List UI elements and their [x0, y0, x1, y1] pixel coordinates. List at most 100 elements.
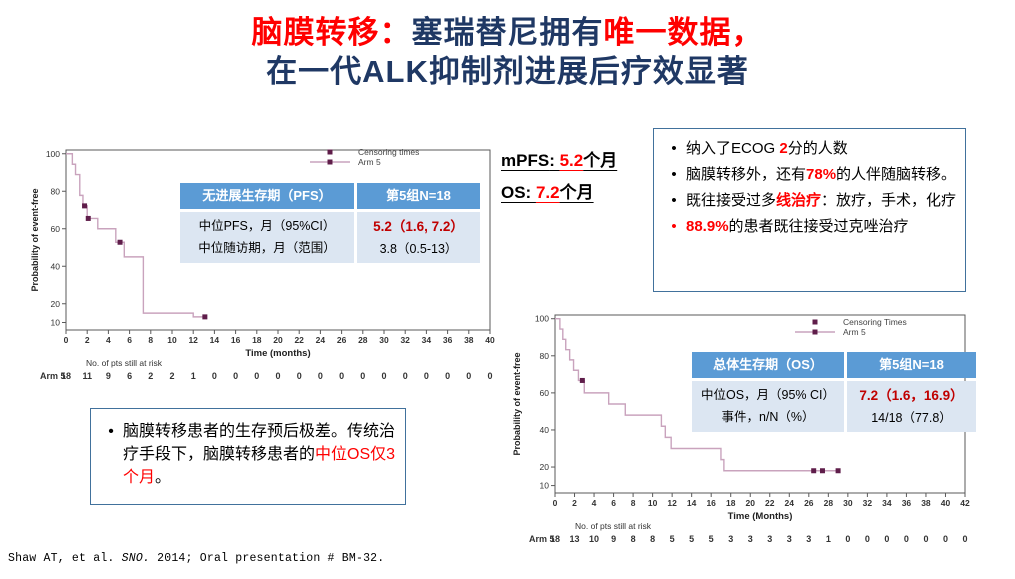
text-segment: 分的人数: [787, 140, 848, 157]
bullet-text: 脑膜转移患者的生存预后极差。传统治疗手段下，脑膜转移患者的中位OS仅3个月。: [123, 420, 397, 490]
table-row-label: 中位OS，月（95% CI）: [700, 388, 836, 403]
slide-title: 脑膜转移：塞瑞替尼拥有唯一数据， 在一代ALK抑制剂进展后疗效显著: [0, 14, 1015, 92]
svg-text:0: 0: [884, 534, 889, 544]
text-segment: mPFS: [501, 151, 550, 170]
text-segment: ：放疗，手术，化疗: [821, 192, 957, 209]
svg-text:3: 3: [767, 534, 772, 544]
svg-text:6: 6: [611, 498, 616, 508]
svg-text:26: 26: [804, 498, 814, 508]
svg-text:40: 40: [540, 425, 550, 435]
svg-text:1: 1: [826, 534, 831, 544]
svg-text:36: 36: [902, 498, 912, 508]
text-segment: SNO.: [121, 552, 151, 565]
text-segment: :: [549, 151, 560, 170]
svg-text:0: 0: [962, 534, 967, 544]
table-header-cell: 总体生存期（OS）: [692, 352, 844, 378]
table-label-column: 中位PFS，月（95%CI） 中位随访期，月（范围）: [180, 211, 354, 264]
text-segment: 88.9%: [686, 218, 729, 235]
censor-marker-icon: [85, 215, 91, 221]
os-km-chart: 100 80 60 40 20 10 0 2 4 6 8 10 12 14 16 18 20 22 24 26 28 30…: [510, 305, 1010, 555]
svg-text:38: 38: [464, 335, 474, 345]
svg-text:28: 28: [358, 335, 368, 345]
bullet-marker-icon: •: [671, 166, 677, 183]
table-row-value: 3.8（0.5-13）: [379, 242, 458, 257]
svg-text:0: 0: [275, 371, 280, 381]
text-segment: 既往接受过多: [686, 192, 777, 209]
text-segment: 纳入了ECOG: [686, 140, 780, 157]
svg-text:20: 20: [273, 335, 283, 345]
text-segment: 塞瑞替尼拥有: [411, 15, 604, 50]
svg-text:32: 32: [400, 335, 410, 345]
svg-text:34: 34: [422, 335, 432, 345]
table-header-cell: 第5组N=18: [847, 352, 976, 378]
censor-marker-icon: [202, 314, 208, 320]
svg-text:3: 3: [806, 534, 811, 544]
svg-text:9: 9: [611, 534, 616, 544]
text-segment: 的患者既往接受过克唑治疗: [728, 218, 909, 235]
censor-marker-icon: [82, 203, 88, 209]
svg-text:0: 0: [865, 534, 870, 544]
bullet-item: • 脑膜转移患者的生存预后极差。传统治疗手段下，脑膜转移患者的中位OS仅3个月。: [99, 420, 397, 490]
text-segment: 脑膜转移：: [251, 15, 412, 50]
pfs-table: 无进展生存期（PFS） 第5组N=18 中位PFS，月（95%CI） 中位随访期，月（…: [180, 183, 480, 264]
svg-text:42: 42: [960, 498, 970, 508]
svg-text:14: 14: [687, 498, 697, 508]
svg-text:11: 11: [82, 371, 92, 381]
svg-text:38: 38: [921, 498, 931, 508]
svg-text:18: 18: [61, 371, 71, 381]
svg-text:2: 2: [169, 371, 174, 381]
svg-text:0: 0: [233, 371, 238, 381]
svg-text:28: 28: [824, 498, 834, 508]
prognosis-note-box: • 脑膜转移患者的生存预后极差。传统治疗手段下，脑膜转移患者的中位OS仅3个月。: [90, 408, 406, 505]
svg-text:8: 8: [631, 498, 636, 508]
bullet-text: 脑膜转移外，还有78%的人伴随脑转移。: [686, 164, 957, 185]
svg-text:16: 16: [231, 335, 241, 345]
table-row-label: 事件，n/N（%）: [721, 410, 815, 425]
text-segment: 5.2: [559, 151, 584, 170]
bullet-marker-icon: •: [671, 218, 677, 235]
svg-text:0: 0: [403, 371, 408, 381]
text-segment: 7.2: [535, 183, 560, 202]
svg-text:20: 20: [51, 299, 61, 309]
text-segment: 在一代ALK抑制剂进展后疗效显著: [266, 53, 749, 89]
svg-text:Probability of event-free: Probability of event-free: [512, 352, 522, 455]
svg-text:12: 12: [188, 335, 198, 345]
svg-text:No. of pts still at risk: No. of pts still at risk: [86, 358, 163, 368]
bullet-item: • 纳入了ECOG 2分的人数: [662, 138, 957, 159]
svg-text:34: 34: [882, 498, 892, 508]
svg-text:32: 32: [863, 498, 873, 508]
text-segment: 脑膜转移外，还有: [686, 166, 807, 183]
title-line-1: 脑膜转移：塞瑞替尼拥有唯一数据，: [0, 14, 1015, 53]
table-value-column: 5.2（1.6, 7.2） 3.8（0.5-13）: [357, 211, 480, 264]
svg-text:0: 0: [923, 534, 928, 544]
pfs-km-chart: 100 80 60 40 20 10 0 2 4 6 8 10 12 14 16 18 20 22 24 26 28 30…: [28, 138, 498, 388]
svg-text:22: 22: [294, 335, 304, 345]
svg-text:26: 26: [337, 335, 347, 345]
bullet-marker-icon: •: [108, 423, 114, 440]
bullet-text: 88.9%的患者既往接受过克唑治疗: [686, 216, 957, 237]
km-curve: [66, 153, 205, 318]
svg-text:3: 3: [748, 534, 753, 544]
svg-text:10: 10: [589, 534, 599, 544]
svg-text:Arm 5: Arm 5: [529, 534, 555, 544]
svg-text:6: 6: [127, 371, 132, 381]
table-label-column: 中位OS，月（95% CI） 事件，n/N（%）: [692, 380, 844, 433]
mpfs-line: mPFS: 5.2个月: [501, 146, 617, 171]
bullet-marker-icon: •: [671, 192, 677, 209]
svg-text:20: 20: [540, 462, 550, 472]
text-segment: Shaw AT, et al.: [8, 552, 122, 565]
svg-text:36: 36: [443, 335, 453, 345]
text-segment: 个月: [559, 183, 594, 202]
svg-text:0: 0: [553, 498, 558, 508]
svg-text:0: 0: [445, 371, 450, 381]
table-row-label: 中位PFS，月（95%CI）: [198, 219, 336, 234]
table-row-value: 7.2（1.6，16.9）: [859, 387, 964, 403]
svg-text:2: 2: [85, 335, 90, 345]
text-segment: 。: [155, 469, 172, 487]
bullet-marker-icon: •: [671, 140, 677, 157]
svg-text:0: 0: [845, 534, 850, 544]
svg-text:16: 16: [706, 498, 716, 508]
svg-text:Arm 5: Arm 5: [40, 371, 66, 381]
